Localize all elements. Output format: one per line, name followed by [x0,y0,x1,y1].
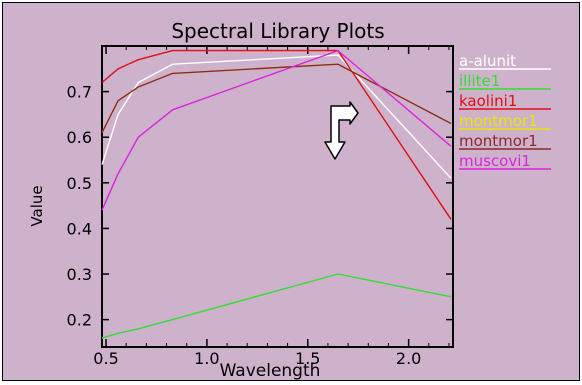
plot-area-frame [101,45,454,348]
y-tick-label: 0.7 [67,83,92,102]
legend-label: muscovi1 [459,152,531,170]
series-line-5 [101,49,452,211]
y-tick-label: 0.2 [67,311,92,330]
legend-label: illite1 [459,72,500,90]
series-line-1 [101,273,452,339]
legend: a-alunit illite1 kaolini1 montmor1 montmor1 m… [459,52,551,170]
series-layer [101,49,452,339]
x-tick-label: 0.5 [93,349,118,368]
y-tick-label: 0.4 [67,219,92,238]
legend-label: montmor1 [459,112,538,130]
series-line-4 [101,63,452,134]
y-tick-label: 0.3 [67,265,92,284]
series-line-2 [101,49,452,220]
legend-label: montmor1 [459,132,538,150]
x-tick-label: 1.0 [194,349,219,368]
series-line-0 [101,54,452,179]
y-tick-label: 0.5 [67,174,92,193]
y-axis-label: Value [28,185,46,226]
chart-title: Spectral Library Plots [171,19,384,43]
x-axis-label: Wavelength [220,361,321,380]
ticks-layer: 0.2 0.3 0.4 0.5 0.6 0.7 0.5 1.0 1.5 2.0 [67,46,453,368]
plot-window: Spectral Library Plots Value Wavelength … [2,2,580,381]
x-tick-label: 1.5 [295,349,320,368]
arrow-annotation-icon [324,101,359,160]
spectral-chart: Spectral Library Plots Value Wavelength … [28,19,551,381]
y-tick-label: 0.6 [67,128,92,147]
x-tick-label: 2.0 [396,349,421,368]
legend-label: a-alunit [459,52,516,70]
legend-label: kaolini1 [459,92,517,110]
